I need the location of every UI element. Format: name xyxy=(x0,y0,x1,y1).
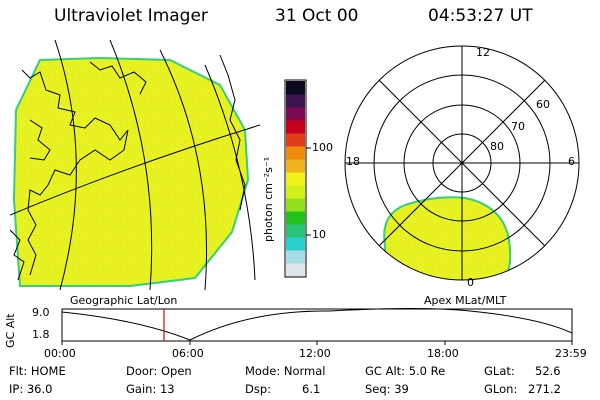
colorbar-tick-100: 100 xyxy=(312,141,333,154)
colorbar-swatch xyxy=(286,185,305,199)
flight-status: Flt: HOME xyxy=(9,364,66,378)
lat-label-70: 70 xyxy=(511,120,525,133)
polar-plot xyxy=(344,45,580,281)
colorbar-swatch xyxy=(286,133,305,147)
colorbar-swatch xyxy=(286,120,305,134)
coastline xyxy=(21,69,129,276)
colorbar-swatch xyxy=(286,263,305,277)
altitude-plot xyxy=(61,308,573,345)
gc-alt-axis-label: GC Alt xyxy=(4,313,17,348)
x-tick-1200: 12:00 xyxy=(299,347,331,360)
mlt-label-0: 0 xyxy=(467,276,474,289)
mlt-label-12: 12 xyxy=(476,46,490,59)
dsp-value: 6.1 xyxy=(302,382,321,396)
ip-status: IP: 36.0 xyxy=(9,382,53,396)
seq-status: Seq: 39 xyxy=(365,382,409,396)
lat-label-60: 60 xyxy=(536,98,550,111)
x-tick-2359: 23:59 xyxy=(555,347,587,360)
mlt-label-18: 18 xyxy=(346,155,360,168)
x-tick-0600: 06:00 xyxy=(172,347,204,360)
polar-emission-region xyxy=(383,196,512,280)
lat-label-80: 80 xyxy=(490,140,504,153)
colorbar-unit-label: photon cm⁻²s⁻¹ xyxy=(262,156,275,242)
colorbar-swatch xyxy=(286,211,305,225)
altitude-curve xyxy=(61,308,573,341)
gain-status: Gain: 13 xyxy=(126,382,175,396)
colorbar-swatch xyxy=(286,250,305,264)
coastline xyxy=(10,229,25,281)
polar-map-label: Apex MLat/MLT xyxy=(424,294,507,307)
colorbar-swatch xyxy=(286,172,305,186)
time-label: 04:53:27 UT xyxy=(428,6,533,26)
gc-alt-status: GC Alt: 5.0 Re xyxy=(365,364,446,378)
mlt-label-6: 6 xyxy=(568,155,575,168)
colorbar-swatch xyxy=(286,224,305,238)
glat-value: 52.6 xyxy=(535,364,561,378)
instrument-title: Ultraviolet Imager xyxy=(54,6,208,26)
colorbar-swatch xyxy=(286,107,305,121)
coastline xyxy=(29,119,51,161)
y-tick-9: 9.0 xyxy=(32,306,50,319)
x-tick-1800: 18:00 xyxy=(427,347,459,360)
coastline xyxy=(219,54,246,211)
colorbar-swatch xyxy=(286,198,305,212)
date-label: 31 Oct 00 xyxy=(275,6,359,26)
dsp-label: Dsp: xyxy=(245,382,272,396)
coastline xyxy=(89,61,147,95)
colorbar-swatch xyxy=(286,159,305,173)
meridian-line xyxy=(159,49,207,290)
meridian-line xyxy=(54,40,77,290)
mode-status: Mode: Normal xyxy=(245,364,326,378)
colorbar-swatch xyxy=(286,94,305,108)
geo-emission-region xyxy=(12,56,250,287)
colorbar xyxy=(284,79,311,278)
meridian-line xyxy=(204,64,256,281)
glat-label: GLat: xyxy=(484,364,515,378)
x-tick-0000: 00:00 xyxy=(44,347,76,360)
door-status: Door: Open xyxy=(126,364,192,378)
geo-map-label: Geographic Lat/Lon xyxy=(70,294,178,307)
parallel-line xyxy=(10,124,260,216)
y-tick-1-8: 1.8 xyxy=(32,328,50,341)
colorbar-swatch xyxy=(286,237,305,251)
colorbar-swatch xyxy=(286,146,305,160)
colorbar-swatch xyxy=(286,81,305,95)
colorbar-tick-10: 10 xyxy=(312,228,326,241)
glon-label: GLon: xyxy=(484,382,518,396)
meridian-line xyxy=(109,40,153,290)
glon-value: 271.2 xyxy=(528,382,561,396)
